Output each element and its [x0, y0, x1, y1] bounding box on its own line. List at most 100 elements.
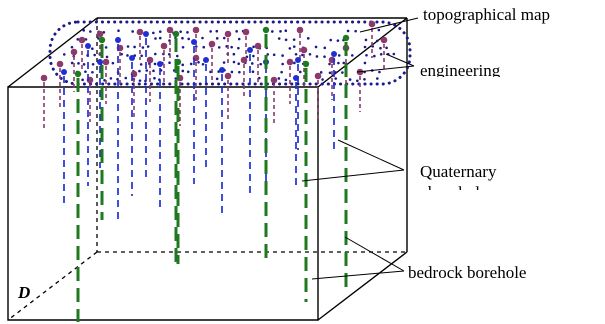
map-dot: [158, 30, 162, 33]
map-dot: [378, 70, 381, 74]
map-dot: [271, 30, 274, 33]
map-dot: [91, 47, 94, 50]
quaternary-borehole-head: [115, 37, 121, 43]
quaternary-borehole-head: [203, 57, 209, 63]
bedrock-borehole-head: [172, 30, 180, 38]
map-dot: [376, 77, 379, 80]
map-dot: [342, 61, 346, 65]
map-dot: [140, 54, 143, 58]
map-dot: [377, 28, 381, 32]
map-dot: [284, 78, 288, 82]
map-dot: [232, 60, 236, 64]
engineering-borehole-head: [78, 36, 86, 44]
engineering-borehole-head: [102, 58, 110, 66]
engineering-borehole-head: [166, 26, 174, 34]
quaternary-borehole-head: [191, 39, 197, 45]
map-dot: [354, 29, 357, 33]
map-dot: [120, 52, 123, 56]
label-quaternary: Quaternary: [420, 162, 497, 181]
map-dot: [334, 71, 337, 74]
map-dot: [272, 53, 276, 57]
map-dot: [284, 38, 288, 42]
quaternary-borehole-head: [143, 31, 149, 37]
map-dot: [232, 52, 236, 56]
map-dot: [222, 36, 226, 40]
map-dot: [323, 46, 327, 50]
map-dot: [145, 69, 149, 72]
map-dot: [379, 46, 382, 50]
map-dot: [82, 63, 86, 66]
map-dot: [292, 38, 296, 41]
map-dot: [288, 47, 292, 50]
engineering-borehole-head: [286, 58, 294, 66]
engineering-borehole-head: [224, 72, 232, 80]
engineering-borehole-head: [56, 60, 64, 68]
engineering-borehole-head: [192, 26, 200, 34]
map-dot: [70, 61, 74, 65]
map-dot: [250, 62, 254, 65]
map-dot: [168, 61, 171, 65]
map-dot: [81, 78, 84, 82]
map-dot: [334, 77, 337, 80]
leader-bedrock-1: [344, 236, 405, 272]
map-dot: [222, 61, 226, 64]
map-dot: [82, 29, 85, 32]
map-dot: [237, 46, 240, 50]
map-dot: [315, 55, 319, 58]
map-dot: [181, 63, 185, 67]
map-dot: [375, 39, 379, 43]
leader-quaternary-1: [337, 139, 405, 171]
map-dot: [341, 71, 344, 74]
bedrock-borehole-head: [262, 26, 270, 34]
map-dot: [363, 61, 367, 65]
map-dot: [91, 62, 95, 66]
hidden-bottom-left-edge: [7, 251, 98, 321]
map-dot: [301, 53, 304, 57]
leader-topographical-map: [359, 17, 419, 33]
engineering-borehole-head: [146, 56, 154, 64]
front-face: [7, 86, 319, 321]
map-dot: [215, 29, 219, 33]
map-dot: [189, 62, 193, 66]
map-dot: [77, 62, 80, 65]
map-dot: [365, 53, 368, 57]
map-dot: [116, 77, 119, 81]
engineering-borehole-head: [208, 40, 216, 48]
map-dot: [346, 29, 350, 33]
bedrock-borehole-head: [74, 70, 82, 78]
map-dot: [167, 52, 171, 56]
map-dot: [392, 52, 396, 56]
engineering-borehole-head: [160, 42, 168, 50]
map-dot: [294, 52, 298, 56]
map-dot: [385, 46, 388, 50]
map-dot: [152, 69, 155, 73]
map-dot: [280, 70, 283, 74]
map-dot: [93, 53, 96, 57]
map-dot: [323, 55, 326, 58]
bedrock-borehole-head: [98, 36, 106, 44]
map-dot: [111, 61, 115, 65]
map-dot: [91, 70, 94, 74]
leader-engineering-2: [356, 65, 415, 73]
leader-engineering-1: [385, 53, 415, 67]
engineering-borehole-head: [380, 36, 388, 44]
map-dot: [328, 71, 332, 75]
map-dot: [76, 38, 80, 41]
map-dot: [379, 53, 383, 56]
map-dot: [230, 70, 234, 74]
quaternary-borehole-head: [219, 67, 225, 73]
map-dot: [298, 70, 302, 74]
bedrock-borehole-head: [342, 34, 350, 42]
map-dot: [105, 55, 109, 59]
map-dot: [194, 45, 198, 48]
map-dot: [209, 30, 212, 33]
map-dot: [175, 54, 179, 58]
map-dot: [215, 37, 219, 40]
map-dot: [181, 36, 184, 40]
map-dot: [103, 78, 106, 82]
quaternary-borehole-head: [129, 55, 135, 61]
map-dot: [363, 45, 367, 49]
engineering-borehole-head: [270, 76, 278, 84]
label-quaternary-borehole: borehole: [428, 183, 487, 202]
